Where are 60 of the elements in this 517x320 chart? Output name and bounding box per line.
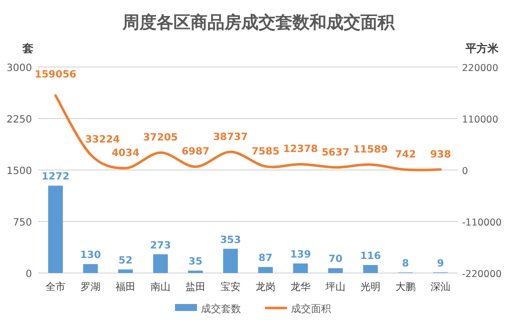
bar xyxy=(293,263,308,273)
y2-tick-label: -110000 xyxy=(462,218,502,228)
y2-tick-label: 0 xyxy=(462,166,468,177)
y2-axis-title: 平方米 xyxy=(464,42,500,55)
x-tick-label: 龙岗 xyxy=(256,281,276,293)
x-tick-label: 深汕 xyxy=(430,281,450,293)
chart-title: 周度各区商品房成交套数和成交面积 xyxy=(122,13,396,33)
x-tick-label: 龙华 xyxy=(290,281,310,293)
bar xyxy=(153,254,168,273)
x-tick-label: 坪山 xyxy=(324,281,346,293)
data-label: 70 xyxy=(328,254,342,266)
x-tick-label: 罗湖 xyxy=(80,281,100,293)
y-tick-label: 750 xyxy=(12,218,32,228)
bar xyxy=(223,248,238,273)
data-label: 130 xyxy=(80,250,101,262)
bar xyxy=(83,264,98,273)
data-label: 33224 xyxy=(85,134,120,146)
data-label: 742 xyxy=(395,150,416,161)
data-label: 87 xyxy=(258,253,272,264)
data-label: 52 xyxy=(118,255,132,266)
y2-tick-label: -220000 xyxy=(462,269,502,280)
bar xyxy=(328,268,343,273)
data-label: 5637 xyxy=(322,147,350,158)
bar xyxy=(48,186,63,273)
data-label: 938 xyxy=(430,150,451,161)
bar xyxy=(363,265,378,273)
y2-tick-label: 220000 xyxy=(462,63,498,74)
bar xyxy=(118,269,133,273)
data-label: 4034 xyxy=(112,148,140,160)
data-label: 353 xyxy=(220,234,241,246)
data-label: 7585 xyxy=(252,146,280,158)
y-tick-label: 1500 xyxy=(6,166,32,177)
data-label: 11589 xyxy=(353,144,388,156)
data-label: 9 xyxy=(437,258,444,270)
data-label: 273 xyxy=(150,240,171,252)
x-tick-label: 全市 xyxy=(46,281,66,293)
data-label: 116 xyxy=(360,251,381,262)
data-label: 12378 xyxy=(283,144,318,156)
x-tick-label: 盐田 xyxy=(186,281,206,293)
data-label: 139 xyxy=(290,249,311,260)
x-tick-label: 福田 xyxy=(116,281,136,293)
data-label: 6987 xyxy=(182,146,210,158)
y-tick-label: 2250 xyxy=(6,114,32,126)
y-tick-label: 3000 xyxy=(6,63,32,74)
data-label: 159056 xyxy=(34,70,76,81)
data-label: 1272 xyxy=(42,172,70,183)
y-axis-title: 套 xyxy=(22,42,34,55)
x-tick-label: 光明 xyxy=(360,281,380,293)
x-tick-label: 南山 xyxy=(150,281,170,293)
bar xyxy=(258,267,273,273)
data-label: 37205 xyxy=(143,132,178,144)
x-tick-label: 宝安 xyxy=(220,281,240,293)
legend-label: 成交面积 xyxy=(291,303,331,315)
data-label: 35 xyxy=(188,256,202,268)
y2-tick-label: 110000 xyxy=(462,114,498,126)
data-label: 8 xyxy=(402,258,410,270)
y-tick-label: 0 xyxy=(26,269,32,280)
data-label: 38737 xyxy=(213,132,248,143)
legend-label: 成交套数 xyxy=(201,303,241,315)
x-tick-label: 大鹏 xyxy=(396,281,416,293)
